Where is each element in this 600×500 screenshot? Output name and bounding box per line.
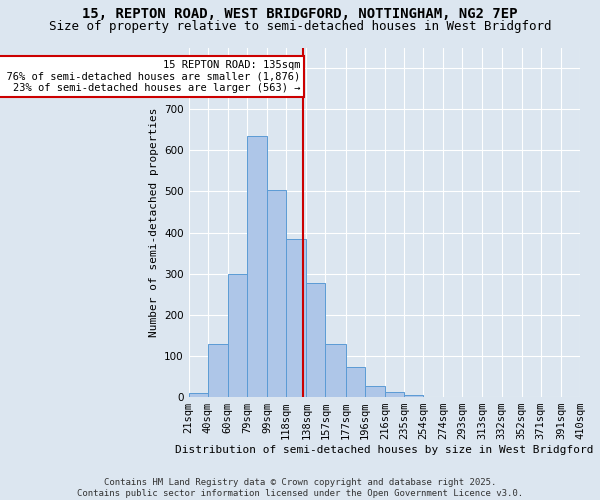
Bar	[286, 238, 306, 397]
Bar	[306, 282, 325, 397]
Bar	[208, 344, 228, 397]
Bar	[385, 392, 404, 397]
Text: Size of property relative to semi-detached houses in West Bridgford: Size of property relative to semi-detach…	[49, 20, 551, 33]
Text: Contains HM Land Registry data © Crown copyright and database right 2025.
Contai: Contains HM Land Registry data © Crown c…	[77, 478, 523, 498]
Text: 15, REPTON ROAD, WEST BRIDGFORD, NOTTINGHAM, NG2 7EP: 15, REPTON ROAD, WEST BRIDGFORD, NOTTING…	[82, 8, 518, 22]
Bar	[325, 344, 346, 397]
Bar	[247, 136, 267, 397]
Bar	[267, 190, 286, 397]
Text: 15 REPTON ROAD: 135sqm
← 76% of semi-detached houses are smaller (1,876)
23% of : 15 REPTON ROAD: 135sqm ← 76% of semi-det…	[0, 60, 300, 93]
Y-axis label: Number of semi-detached properties: Number of semi-detached properties	[149, 108, 158, 337]
Bar	[188, 393, 208, 397]
Bar	[228, 274, 247, 397]
Bar	[346, 368, 365, 397]
Bar	[404, 394, 423, 397]
Bar	[365, 386, 385, 397]
X-axis label: Distribution of semi-detached houses by size in West Bridgford: Distribution of semi-detached houses by …	[175, 445, 593, 455]
